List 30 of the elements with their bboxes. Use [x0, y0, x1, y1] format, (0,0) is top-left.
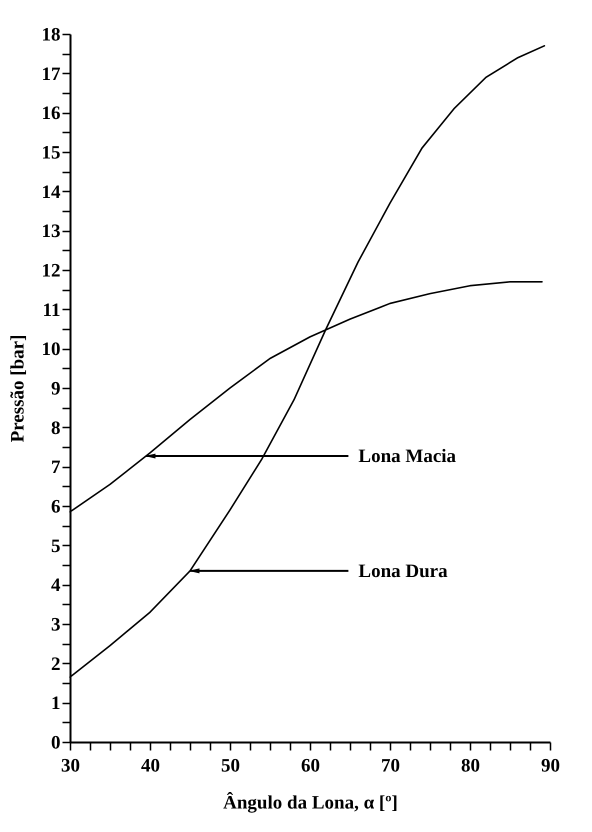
y-tick-label: 4: [51, 575, 61, 596]
y-tick-label: 5: [51, 536, 60, 557]
annotation: Lona Macia: [358, 446, 457, 468]
y-tick-label: 15: [42, 142, 60, 164]
y-tick-label: 6: [51, 496, 60, 518]
x-tick-label: 90: [541, 756, 560, 776]
y-tick-label: 12: [42, 260, 60, 282]
y-axis-title: Pressão [bar]: [8, 334, 28, 442]
y-tick-label: 11: [42, 300, 60, 321]
x-tick-label: 80: [461, 756, 480, 776]
y-tick-label: 17: [42, 64, 61, 85]
y-tick-label: 1: [51, 693, 60, 714]
y-tick-label: 3: [51, 614, 60, 636]
y-tick-label: 10: [42, 339, 60, 360]
y-tick-label: 0: [51, 732, 60, 754]
x-tick-label: 50: [221, 756, 240, 776]
x-tick-label: 60: [301, 756, 320, 776]
y-tick-label: 2: [51, 654, 60, 675]
x-axis-title: Ângulo da Lona, α [º]: [223, 792, 398, 814]
y-tick-label: 7: [51, 457, 61, 478]
y-tick-label: 16: [42, 103, 60, 124]
y-tick-label: 13: [42, 221, 60, 242]
y-tick-label: 18: [42, 24, 60, 46]
x-tick-label: 40: [141, 756, 160, 776]
x-tick-label: 30: [61, 756, 80, 776]
y-tick-label: 8: [51, 418, 60, 439]
annotation: Lona Dura: [358, 560, 448, 582]
y-tick-label: 9: [51, 378, 60, 400]
x-tick-label: 70: [381, 756, 400, 776]
y-tick-label: 14: [42, 182, 61, 203]
